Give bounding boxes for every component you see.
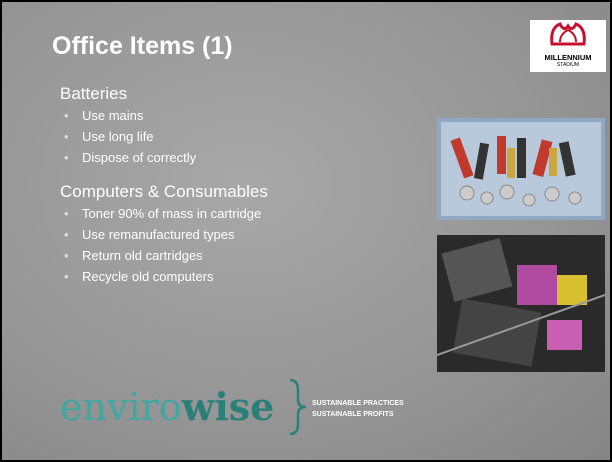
envirowise-logo: envirowise <box>60 384 274 429</box>
stadium-logo: MILLENNIUM STADIUM <box>530 20 606 72</box>
printer-photo <box>437 235 605 372</box>
tagline-2: SUSTAINABLE PROFITS <box>312 409 404 420</box>
bullet-item: Toner 90% of mass in cartridge <box>82 206 261 221</box>
bullet-item: Return old cartridges <box>82 248 203 263</box>
bullet-item: Use long life <box>82 129 154 144</box>
section-heading: Computers & Consumables <box>60 182 268 202</box>
batteries-photo <box>437 118 605 220</box>
envirowise-part2: wise <box>182 384 275 429</box>
section-heading: Batteries <box>60 84 127 104</box>
bullet-item: Use mains <box>82 108 143 123</box>
stadium-line1: MILLENNIUM <box>530 53 606 62</box>
bullet-item: Dispose of correctly <box>82 150 196 165</box>
stadium-line2: STADIUM <box>530 62 606 68</box>
bullet-item: Recycle old computers <box>82 269 214 284</box>
slide: Office Items (1) Batteries Use mains Use l… <box>0 0 612 462</box>
tagline-1: SUSTAINABLE PRACTICES <box>312 398 404 409</box>
envirowise-part1: enviro <box>60 385 182 429</box>
brace <box>286 378 308 436</box>
stadium-emblem <box>530 20 606 48</box>
slide-title: Office Items (1) <box>52 32 233 61</box>
envirowise-tagline: SUSTAINABLE PRACTICES SUSTAINABLE PROFIT… <box>312 398 404 420</box>
bullet-item: Use remanufactured types <box>82 227 234 242</box>
